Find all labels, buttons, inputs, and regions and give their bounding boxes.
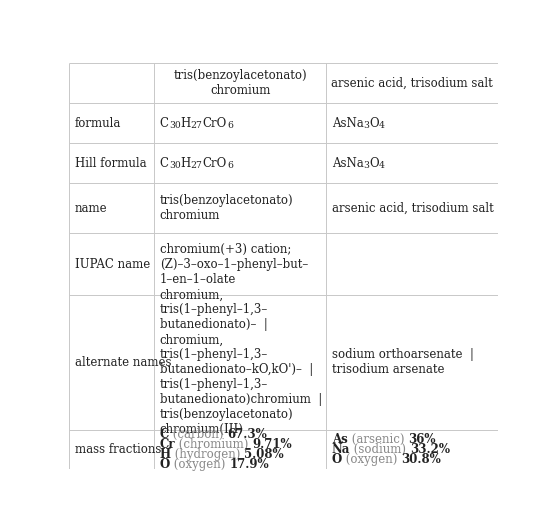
Text: Na: Na — [332, 443, 350, 456]
Text: chromium,
tris(1–phenyl–1,3–
butanedionato)–  |
chromium,
tris(1–phenyl–1,3–
but: chromium, tris(1–phenyl–1,3– butanediona… — [160, 288, 322, 436]
Text: H: H — [180, 157, 191, 170]
Text: H: H — [160, 448, 171, 461]
Text: formula: formula — [75, 117, 121, 130]
Text: arsenic acid, trisodium salt: arsenic acid, trisodium salt — [331, 77, 493, 90]
Text: 33.2%: 33.2% — [410, 443, 450, 456]
Text: 3: 3 — [364, 121, 369, 130]
Text: 17.9%: 17.9% — [229, 458, 269, 471]
Text: AsNa: AsNa — [332, 117, 364, 130]
Text: sodium orthoarsenate  |
trisodium arsenate: sodium orthoarsenate | trisodium arsenat… — [332, 348, 474, 376]
Text: 36%: 36% — [408, 433, 435, 446]
Text: 6: 6 — [227, 121, 233, 130]
Text: name: name — [75, 202, 107, 215]
Text: 6: 6 — [227, 161, 233, 170]
Text: (oxygen): (oxygen) — [342, 453, 401, 466]
Text: As: As — [332, 433, 348, 446]
Text: 30.8%: 30.8% — [401, 453, 441, 466]
Text: O: O — [160, 458, 170, 471]
Text: O: O — [369, 157, 379, 170]
Text: 3: 3 — [364, 161, 369, 170]
Text: Cr: Cr — [160, 438, 175, 451]
Text: Hill formula: Hill formula — [75, 157, 146, 170]
Text: CrO: CrO — [203, 157, 227, 170]
Text: 30: 30 — [169, 161, 180, 170]
Text: 5.08%: 5.08% — [244, 448, 284, 461]
Text: 67.3%: 67.3% — [227, 428, 267, 441]
Text: (chromium): (chromium) — [175, 438, 253, 451]
Text: mass fractions: mass fractions — [75, 443, 161, 456]
Text: 9.71%: 9.71% — [253, 438, 292, 451]
Text: (oxygen): (oxygen) — [170, 458, 229, 471]
Text: O: O — [369, 117, 379, 130]
Text: (sodium): (sodium) — [350, 443, 410, 456]
Text: 27: 27 — [191, 161, 203, 170]
Text: 30: 30 — [169, 121, 180, 130]
Text: C: C — [160, 428, 169, 441]
Text: 4: 4 — [379, 121, 385, 130]
Text: 27: 27 — [191, 121, 203, 130]
Text: AsNa: AsNa — [332, 157, 364, 170]
Text: CrO: CrO — [203, 117, 227, 130]
Text: C: C — [160, 117, 169, 130]
Text: C: C — [160, 157, 169, 170]
Text: H: H — [180, 117, 191, 130]
Text: chromium(+3) cation;
(Z)–3–oxo–1–phenyl–but–
1–en–1–olate: chromium(+3) cation; (Z)–3–oxo–1–phenyl–… — [160, 243, 308, 286]
Text: (arsenic): (arsenic) — [348, 433, 408, 446]
Text: tris(benzoylacetonato)
chromium: tris(benzoylacetonato) chromium — [174, 69, 307, 97]
Text: arsenic acid, trisodium salt: arsenic acid, trisodium salt — [332, 202, 494, 215]
Text: 4: 4 — [379, 161, 385, 170]
Text: O: O — [332, 453, 342, 466]
Text: alternate names: alternate names — [75, 356, 171, 369]
Text: (hydrogen): (hydrogen) — [171, 448, 244, 461]
Text: (carbon): (carbon) — [169, 428, 227, 441]
Text: tris(benzoylacetonato)
chromium: tris(benzoylacetonato) chromium — [160, 194, 294, 222]
Text: IUPAC name: IUPAC name — [75, 258, 150, 271]
